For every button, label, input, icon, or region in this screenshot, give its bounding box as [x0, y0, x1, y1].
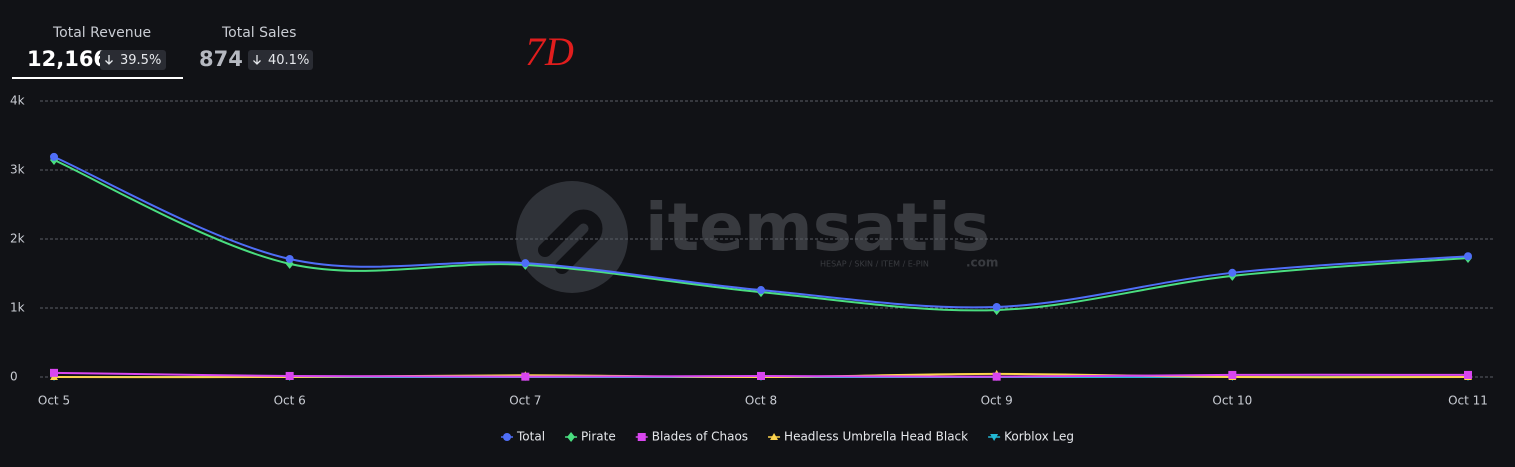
data-point — [757, 286, 765, 295]
active-underline — [12, 77, 183, 79]
stat-change: 40.1% — [268, 53, 309, 68]
tab-total-sales[interactable]: Total Sales 874 40.1% — [199, 25, 313, 71]
legend-label: Pirate — [581, 430, 616, 444]
stat-label: Total Revenue — [52, 25, 151, 41]
stat-value: 874 — [199, 47, 243, 71]
x-tick-label: Oct 9 — [981, 394, 1013, 408]
stat-value: 12,166 — [27, 47, 108, 71]
data-point — [285, 255, 294, 264]
legend-item[interactable]: Blades of Chaos — [635, 430, 748, 444]
data-point — [992, 372, 1001, 381]
x-tick-label: Oct 10 — [1212, 394, 1252, 408]
legend-item[interactable]: Headless Umbrella Head Black — [768, 430, 968, 444]
x-tick-label: Oct 8 — [745, 394, 777, 408]
plot: 0 1k 2k 3k 4k Oct 5 Oct 6 Oct 7 Oct 8 Oct 9 Oct 10… — [10, 94, 1495, 408]
watermark-brand: itemsatis — [645, 189, 990, 266]
legend-label: Blades of Chaos — [652, 430, 748, 444]
data-point — [992, 302, 1001, 311]
watermark-domain: .com — [966, 256, 998, 270]
legend-item[interactable]: Total — [501, 430, 545, 444]
legend-label: Total — [516, 430, 545, 444]
y-tick-label: 4k — [10, 94, 25, 108]
data-point — [285, 371, 294, 380]
series — [50, 368, 1472, 381]
x-tick-label: Oct 5 — [38, 394, 70, 408]
stat-label: Total Sales — [221, 25, 296, 41]
watermark: itemsatis HESAP / SKIN / ITEM / E-PIN .c… — [516, 181, 998, 293]
watermark-tagline: HESAP / SKIN / ITEM / E-PIN — [820, 260, 929, 269]
y-tick-label: 1k — [10, 301, 25, 315]
down-arrow — [253, 55, 261, 65]
data-point — [521, 372, 530, 381]
change-badge — [248, 50, 313, 70]
legend-label: Korblox Leg — [1004, 430, 1074, 444]
x-tick-label: Oct 6 — [274, 394, 306, 408]
data-point — [1464, 370, 1472, 379]
handwritten-annotation: 7D — [525, 29, 574, 74]
y-tick-label: 0 — [10, 370, 18, 384]
watermark-logo — [516, 181, 628, 293]
down-arrow — [105, 55, 113, 65]
data-point — [757, 371, 765, 380]
y-tick-label: 2k — [10, 232, 25, 246]
y-tick-label: 3k — [10, 163, 25, 177]
legend: Total Pirate Blades of Chaos Headless Umbre… — [501, 430, 1074, 444]
legend-label: Headless Umbrella Head Black — [784, 430, 968, 444]
tab-total-revenue[interactable]: Total Revenue 12,166 39.5% — [12, 25, 183, 79]
series — [50, 152, 1472, 311]
change-badge — [100, 50, 166, 70]
stat-change: 39.5% — [120, 53, 161, 68]
data-point — [50, 368, 58, 377]
x-tick-label: Oct 7 — [509, 394, 541, 408]
data-point — [521, 259, 530, 268]
data-point — [1228, 370, 1237, 379]
x-tick-label: Oct 11 — [1448, 394, 1488, 408]
legend-item[interactable]: Pirate — [565, 430, 616, 444]
data-point — [1228, 268, 1237, 277]
data-point — [50, 152, 58, 161]
watermark-logo-mark — [538, 209, 603, 274]
data-point — [1464, 252, 1472, 261]
legend-item[interactable]: Korblox Leg — [988, 430, 1074, 444]
